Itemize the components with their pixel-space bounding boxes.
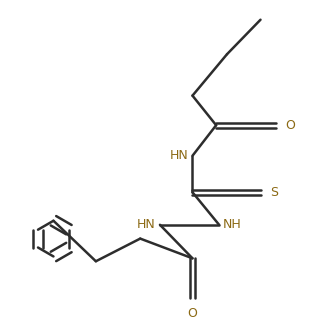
Text: S: S xyxy=(271,186,278,199)
Text: HN: HN xyxy=(170,149,188,162)
Text: NH: NH xyxy=(223,218,242,231)
Text: O: O xyxy=(285,119,295,132)
Text: O: O xyxy=(188,307,197,320)
Text: HN: HN xyxy=(137,218,156,231)
